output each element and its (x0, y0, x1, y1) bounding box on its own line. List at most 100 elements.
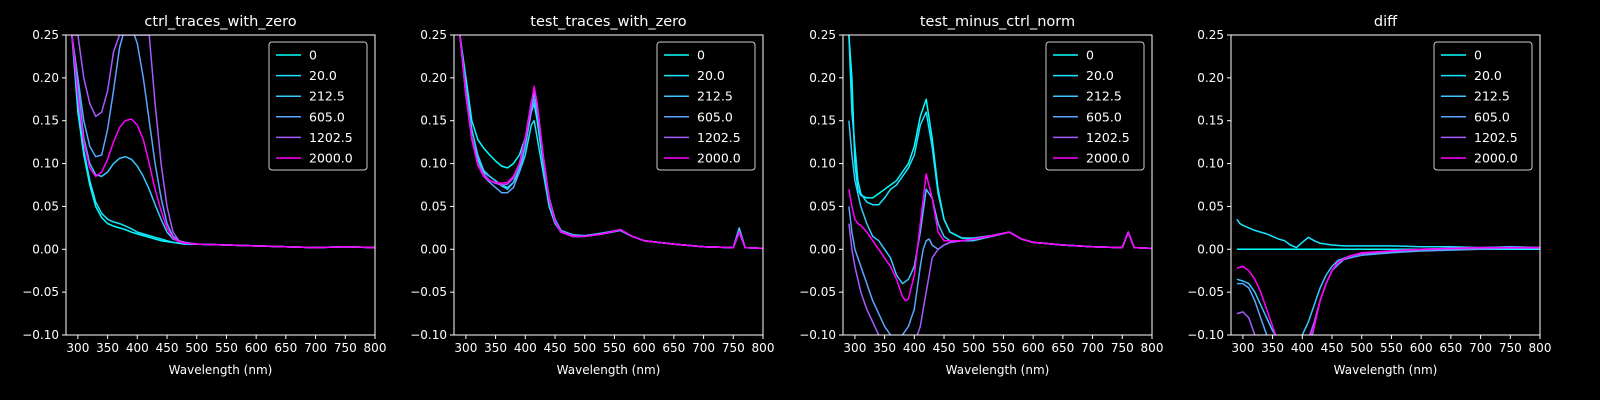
x-tick-label: 450 (156, 341, 179, 355)
x-tick-label: 650 (274, 341, 297, 355)
series-lines (71, 35, 375, 249)
y-tick-label: 0.10 (809, 157, 836, 171)
legend-entry: 0 (1086, 48, 1094, 63)
legend-entry: 20.0 (697, 68, 725, 83)
x-tick-label: 500 (1350, 341, 1373, 355)
series-line (1236, 246, 1540, 335)
legend-entry: 0 (697, 48, 705, 63)
y-tick-label: 0.10 (1197, 157, 1224, 171)
y-tick-label: 0.15 (32, 114, 59, 128)
legend-entry: 20.0 (309, 68, 337, 83)
legend-entry: 0 (1474, 48, 1482, 63)
y-tick-label: −0.10 (799, 328, 836, 342)
legend: 0 20.0 212.5 605.0 1202.5 2000.0 (268, 41, 368, 171)
series-line (848, 173, 1152, 302)
panel-diff: diff Wavelength (nm) 300 350 400 450 500 550 6… (1187, 14, 1551, 377)
x-tick-label: 650 (1439, 341, 1462, 355)
x-tick-label: 750 (1111, 341, 1134, 355)
x-tick-label: 550 (1380, 341, 1403, 355)
legend-entry: 605.0 (309, 109, 345, 124)
legend-entry: 605.0 (1474, 109, 1510, 124)
x-tick-label: 300 (843, 341, 866, 355)
y-tick-label: 0.05 (32, 199, 59, 213)
legend-entry: 2000.0 (1086, 151, 1130, 166)
legend-entry: 20.0 (1086, 68, 1114, 83)
panel-title: ctrl_traces_with_zero (144, 14, 296, 30)
y-tick-label: −0.10 (22, 328, 59, 342)
y-tick-label: 0.05 (420, 199, 447, 213)
plot-frame (1230, 34, 1541, 336)
panel-title: diff (1374, 14, 1398, 30)
legend-entry: 1202.5 (1474, 130, 1518, 145)
x-tick-label: 300 (66, 341, 89, 355)
y-tick-label: 0.25 (32, 28, 59, 42)
panel-test-traces-with-zero: test_traces_with_zero Wavelength (nm) 30… (410, 14, 774, 377)
x-tick-label: 650 (662, 341, 685, 355)
series-line (848, 206, 1152, 335)
x-tick-label: 550 (603, 341, 626, 355)
legend-entry: 2000.0 (697, 151, 741, 166)
y-tick-label: 0.20 (32, 71, 59, 85)
x-tick-label: 700 (1081, 341, 1104, 355)
x-tick-label: 600 (1410, 341, 1433, 355)
x-tick-label: 300 (1231, 341, 1254, 355)
x-tick-label: 500 (962, 341, 985, 355)
y-tick-label: 0.25 (809, 28, 836, 42)
y-tick-label: 0.05 (1197, 199, 1224, 213)
legend-entry: 1202.5 (1086, 130, 1130, 145)
x-tick-label: 550 (992, 341, 1015, 355)
y-tick-label: −0.05 (799, 285, 836, 299)
y-tick-label: 0.20 (420, 71, 447, 85)
legend-entry: 212.5 (1474, 89, 1510, 104)
x-axis-label: Wavelength (nm) (557, 363, 661, 377)
x-tick-label: 350 (873, 341, 896, 355)
plot-frame (453, 34, 764, 336)
panel-title: test_traces_with_zero (530, 14, 687, 30)
legend-entry: 605.0 (1086, 109, 1122, 124)
x-tick-label: 400 (126, 341, 149, 355)
x-tick-label: 450 (933, 341, 956, 355)
series-lines (1236, 218, 1540, 335)
series-line (1236, 218, 1540, 249)
x-tick-label: 300 (454, 341, 477, 355)
legend: 0 20.0 212.5 605.0 1202.5 2000.0 (1433, 41, 1533, 171)
y-tick-label: 0.15 (809, 114, 836, 128)
x-tick-label: 750 (334, 341, 357, 355)
series-line (71, 35, 375, 249)
x-tick-label: 600 (633, 341, 656, 355)
legend: 0 20.0 212.5 605.0 1202.5 2000.0 (1045, 41, 1145, 171)
y-tick-label: 0.25 (420, 28, 447, 42)
y-tick-label: 0.00 (32, 242, 59, 256)
x-tick-label: 600 (1022, 341, 1045, 355)
x-axis-label: Wavelength (nm) (946, 363, 1050, 377)
plot-frame (65, 34, 376, 336)
y-tick-label: 0.15 (1197, 114, 1224, 128)
y-tick-label: 0.00 (420, 242, 447, 256)
y-tick-label: 0.00 (1197, 242, 1224, 256)
x-tick-label: 750 (1499, 341, 1522, 355)
y-tick-label: −0.10 (1187, 328, 1224, 342)
series-line (459, 35, 763, 250)
legend-entry: 605.0 (697, 109, 733, 124)
x-axis-label: Wavelength (nm) (169, 363, 273, 377)
plot-frame (842, 34, 1153, 336)
x-tick-label: 800 (752, 341, 775, 355)
x-tick-label: 500 (573, 341, 596, 355)
legend-entry: 2000.0 (309, 151, 353, 166)
x-tick-label: 550 (215, 341, 238, 355)
panel-ctrl-traces-with-zero: ctrl_traces_with_zero Wavelength (nm) 30… (22, 14, 386, 377)
y-tick-label: −0.10 (410, 328, 447, 342)
x-tick-label: 400 (903, 341, 926, 355)
legend-entry: 1202.5 (309, 130, 353, 145)
x-tick-label: 350 (96, 341, 119, 355)
legend-entry: 2000.0 (1474, 151, 1518, 166)
panel-title: test_minus_ctrl_norm (920, 14, 1075, 30)
legend-entry: 1202.5 (697, 130, 741, 145)
series-line (1236, 246, 1540, 335)
x-tick-label: 800 (364, 341, 387, 355)
y-tick-label: −0.05 (22, 285, 59, 299)
legend-entry: 212.5 (697, 89, 733, 104)
x-axis-label: Wavelength (nm) (1334, 363, 1438, 377)
legend-entry: 20.0 (1474, 68, 1502, 83)
